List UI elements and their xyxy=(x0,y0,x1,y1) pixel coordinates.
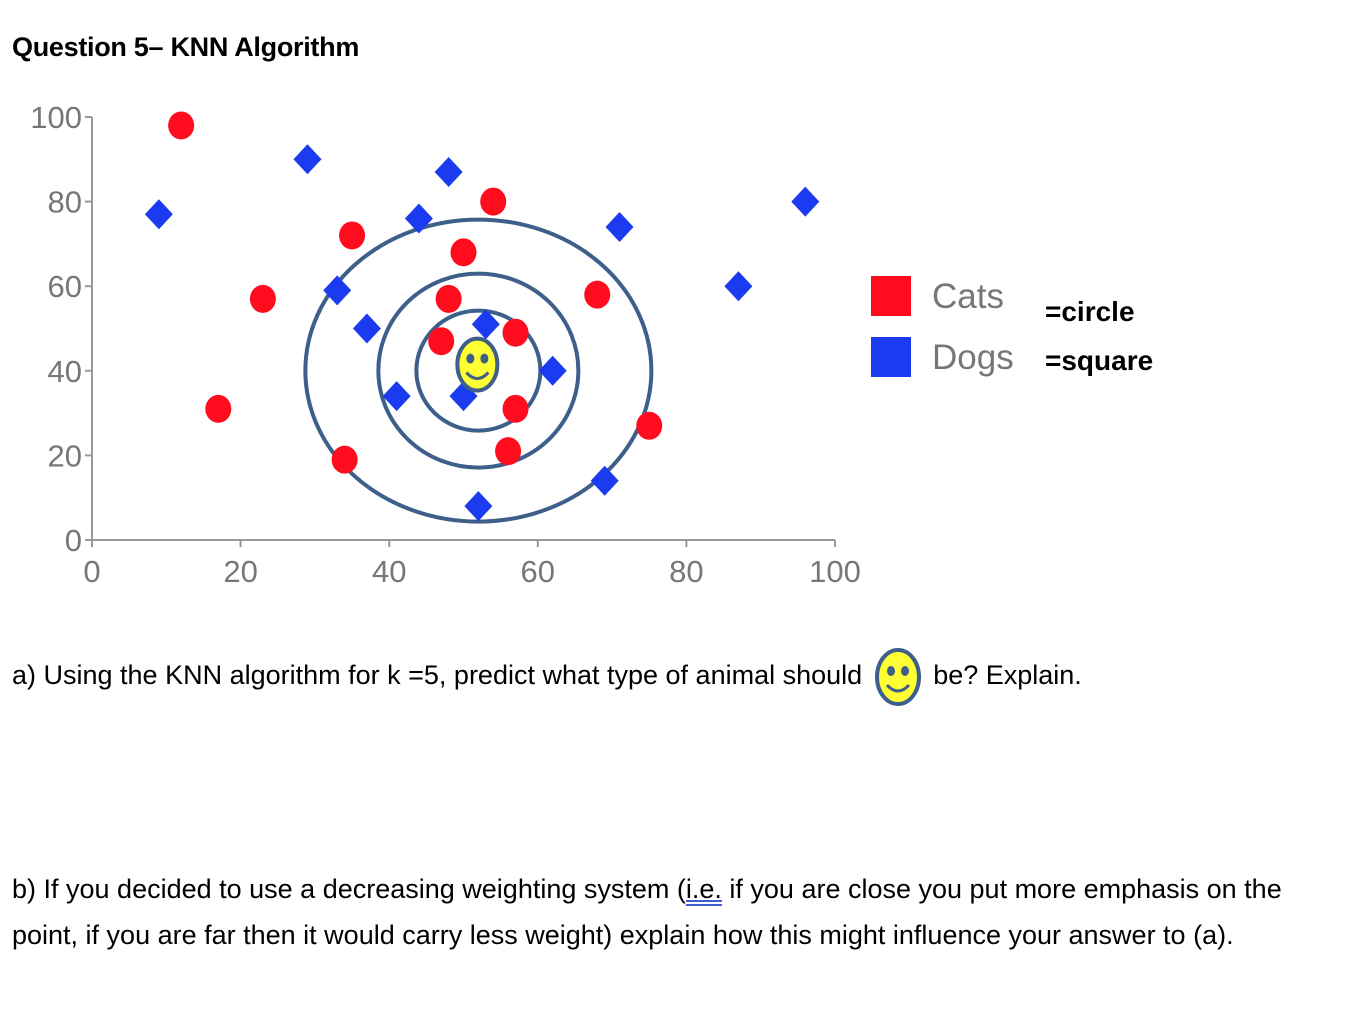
smiley-face xyxy=(455,336,500,393)
cat-point xyxy=(331,445,358,474)
question-title: Question 5– KNN Algorithm xyxy=(12,32,360,62)
question-b-text: b) If you decided to use a decreasing we… xyxy=(12,874,686,904)
cat-point xyxy=(495,437,522,466)
dog-point xyxy=(352,313,381,344)
dog-point xyxy=(434,156,463,187)
dog-point xyxy=(791,186,820,217)
x-tick-label: 20 xyxy=(223,554,257,589)
dog-point xyxy=(382,381,411,412)
cat-point xyxy=(636,411,663,440)
knn-scatter-chart: 0 20 40 60 80 100 0 20 40 60 80 100 Cats =circle Dogs… xyxy=(30,100,1153,589)
cat-point xyxy=(502,318,529,347)
dog-point xyxy=(293,144,322,175)
dog-point xyxy=(144,199,173,230)
cat-point xyxy=(205,394,232,423)
legend-note-dogs: =square xyxy=(1045,345,1153,376)
dog-point xyxy=(404,203,433,234)
neighbor-ring xyxy=(303,217,654,524)
cat-point xyxy=(502,394,529,423)
dog-point xyxy=(590,465,619,496)
smiley-eye xyxy=(466,353,475,364)
y-tick-label: 40 xyxy=(48,354,82,389)
smiley-eye xyxy=(480,353,489,364)
legend-swatch-dogs xyxy=(871,337,911,377)
cat-point xyxy=(480,187,507,216)
cat-point xyxy=(428,327,455,356)
cat-point xyxy=(450,238,477,267)
cat-point xyxy=(339,221,366,250)
smiley-face-icon xyxy=(874,648,921,706)
dog-point xyxy=(464,491,493,522)
y-tick-label: 100 xyxy=(30,100,82,135)
legend-swatch-cats xyxy=(871,276,911,316)
question-b-text-cont: if you are close you put more emphasis o… xyxy=(12,874,1282,950)
question-a-text: a) Using the KNN algorithm for k =5, pre… xyxy=(12,660,863,691)
y-tick-label: 0 xyxy=(65,523,82,558)
x-tick-label: 0 xyxy=(83,554,100,589)
y-tick-label: 80 xyxy=(48,185,82,220)
cat-point xyxy=(584,280,611,309)
y-tick-label: 60 xyxy=(48,269,82,304)
legend-label-cats: Cats xyxy=(932,277,1004,316)
smiley-mouth xyxy=(465,371,490,381)
dog-point xyxy=(605,211,634,242)
dog-point xyxy=(323,275,352,306)
x-tick-label: 80 xyxy=(669,554,703,589)
question-a: a) Using the KNN algorithm for k =5, pre… xyxy=(12,647,1082,707)
cat-point xyxy=(435,284,462,313)
question-b: b) If you decided to use a decreasing we… xyxy=(12,866,1352,958)
legend-label-dogs: Dogs xyxy=(932,338,1014,377)
dog-point xyxy=(538,355,567,386)
dog-point xyxy=(471,309,500,340)
legend-note-cats: =circle xyxy=(1045,296,1135,327)
dog-point xyxy=(724,271,753,302)
y-tick-label: 20 xyxy=(48,438,82,473)
cat-point xyxy=(168,111,195,140)
x-tick-label: 40 xyxy=(372,554,406,589)
smiley-face-icon xyxy=(455,336,500,393)
question-a-text-end: be? Explain. xyxy=(933,660,1082,691)
x-tick-label: 60 xyxy=(521,554,555,589)
ie-abbreviation: i.e. xyxy=(685,874,722,904)
neighbor-ring xyxy=(376,271,581,470)
cat-point xyxy=(249,284,276,313)
x-tick-label: 100 xyxy=(809,554,861,589)
